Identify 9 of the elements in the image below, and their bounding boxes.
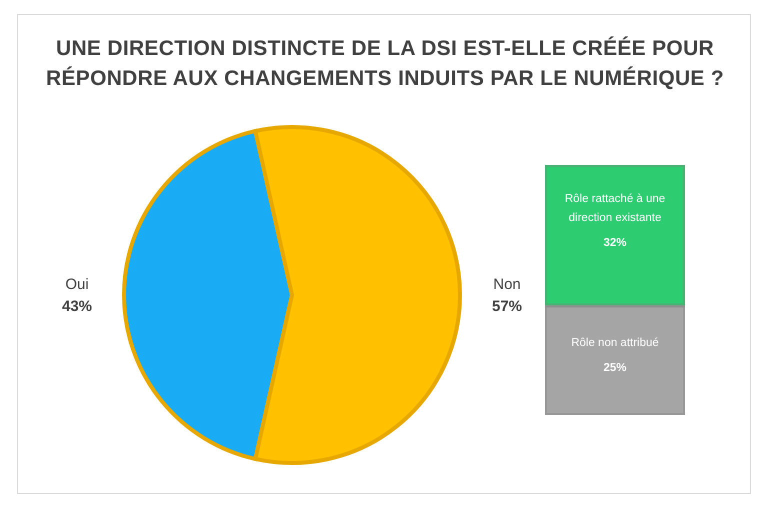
slice-label: Oui <box>65 276 89 293</box>
slice-label: Non <box>493 276 521 293</box>
chart-title: UNE DIRECTION DISTINCTE DE LA DSI EST-ELLE CRÉÉE POUR RÉPONDRE AUX CHANGEMENTS INDUITS PAR LE NUMÉRIQUE ? <box>45 35 725 92</box>
data-label: 25% <box>603 362 627 374</box>
data-label: 57% <box>492 298 522 315</box>
series-label: Rôle non attribué <box>571 337 659 350</box>
series-label: Rôle rattaché à une direction existante <box>564 193 666 224</box>
data-label: 32% <box>603 237 627 250</box>
data-label: 43% <box>62 298 92 315</box>
